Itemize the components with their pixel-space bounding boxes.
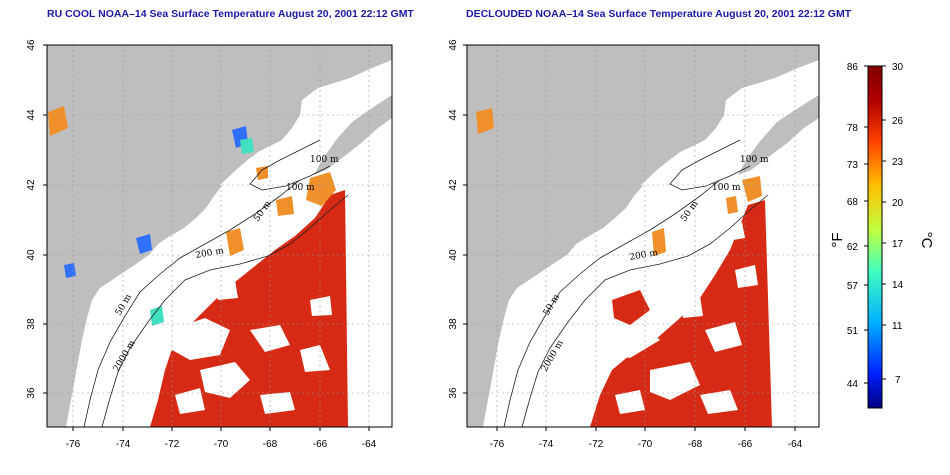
right-y-tick: 38 — [448, 318, 459, 330]
left-sst-warm — [150, 190, 348, 427]
colorbar-fahrenheit-labels: 86 78 73 68 62 57 51 44 — [847, 62, 859, 390]
left-x-tick: -72 — [165, 439, 180, 450]
left-x-tick: -76 — [66, 439, 81, 450]
colorbar-f-tick: 44 — [847, 379, 859, 390]
right-contour-label-100m-a: 100 m — [740, 155, 769, 165]
colorbar-c-tick: 7 — [895, 375, 901, 386]
left-x-tick: -70 — [214, 439, 229, 450]
right-x-tick: -74 — [539, 439, 554, 450]
colorbar-f-tick: 78 — [847, 123, 859, 134]
left-land — [47, 45, 392, 427]
left-x-tick: -64 — [362, 439, 377, 450]
left-contour-label-100m-b: 100 m — [286, 183, 315, 193]
right-contour-label-200m: 200 m — [629, 248, 659, 263]
left-y-tick: 44 — [26, 109, 37, 121]
colorbar-c-tick: 14 — [892, 280, 904, 291]
colorbar-f-tick: 86 — [847, 62, 859, 73]
right-gulf-water — [641, 100, 777, 196]
right-x-tick: -72 — [589, 439, 604, 450]
left-map-panel: 100 m 100 m 50 m 200 m 50 m 2000 m -76 -… — [26, 39, 393, 450]
colorbar-f-tick: 62 — [847, 242, 859, 253]
right-depth-contours — [503, 139, 769, 427]
right-tick-marks — [463, 44, 796, 431]
left-contour-label-200m: 200 m — [195, 246, 225, 261]
colorbar-c-tick: 23 — [892, 157, 904, 168]
left-contour-label-100m-a: 100 m — [310, 155, 339, 165]
colorbar-f-tick: 51 — [847, 326, 859, 337]
right-y-tick: 46 — [448, 39, 459, 51]
left-y-tick: 42 — [26, 179, 37, 191]
colorbar-f-tick: 57 — [847, 281, 859, 292]
right-y-tick: 42 — [448, 179, 459, 191]
left-sst-mid-patches — [48, 106, 336, 256]
right-sst-south-patch — [612, 290, 650, 325]
colorbar-gradient — [867, 65, 883, 409]
left-y-tick: 36 — [26, 387, 37, 399]
left-tick-marks — [43, 44, 370, 431]
right-y-tick: 40 — [448, 249, 459, 261]
right-sst-warm — [590, 200, 772, 427]
left-x-tick: -68 — [263, 439, 278, 450]
right-map-panel: 100 m 100 m 50 m 200 m 50 m 2000 m -76 -… — [448, 39, 820, 450]
colorbar-unit-fahrenheit: °F — [829, 232, 846, 247]
left-map-frame — [46, 44, 393, 428]
left-grid — [47, 45, 392, 427]
right-grid — [467, 45, 819, 427]
colorbar-ticks — [864, 65, 886, 384]
right-x-tick: -68 — [688, 439, 703, 450]
left-y-tick-labels: 46 44 42 40 38 36 — [26, 39, 37, 399]
right-x-tick: -76 — [490, 439, 505, 450]
right-y-tick: 44 — [448, 109, 459, 121]
right-panel-title: DECLOUDED NOAA–14 Sea Surface Temperatur… — [466, 8, 852, 20]
right-y-tick-labels: 46 44 42 40 38 36 — [448, 39, 459, 399]
right-x-tick: -70 — [638, 439, 653, 450]
colorbar-c-tick: 17 — [892, 239, 904, 250]
left-x-tick: -74 — [116, 439, 131, 450]
colorbar: 86 78 73 68 62 57 51 44 30 26 23 20 17 1… — [829, 62, 935, 409]
left-y-tick: 38 — [26, 318, 37, 330]
right-x-tick: -66 — [738, 439, 753, 450]
colorbar-f-tick: 68 — [847, 197, 859, 208]
colorbar-celsius-labels: 30 26 23 20 17 14 11 7 — [892, 62, 904, 386]
left-y-tick: 46 — [26, 39, 37, 51]
right-sst-mid-patches — [476, 108, 762, 256]
left-panel-title: RU COOL NOAA–14 Sea Surface Temperature … — [47, 8, 414, 20]
left-x-tick: -66 — [313, 439, 328, 450]
colorbar-c-tick: 30 — [892, 62, 904, 73]
left-x-tick-labels: -76 -74 -72 -70 -68 -66 -64 — [66, 439, 377, 450]
colorbar-c-tick: 20 — [892, 198, 904, 209]
colorbar-unit-celsius: °C — [918, 232, 935, 249]
left-gulf-water — [220, 100, 352, 196]
right-x-tick: -64 — [788, 439, 803, 450]
left-depth-contours — [83, 139, 349, 427]
left-y-tick: 40 — [26, 249, 37, 261]
left-sst-teal-patches — [150, 138, 254, 326]
right-y-tick: 36 — [448, 387, 459, 399]
colorbar-c-tick: 26 — [892, 116, 904, 127]
right-map-frame — [466, 44, 820, 428]
right-x-tick-labels: -76 -74 -72 -70 -68 -66 -64 — [490, 439, 803, 450]
right-land — [467, 45, 819, 427]
colorbar-c-tick: 11 — [892, 321, 903, 332]
colorbar-f-tick: 73 — [847, 160, 859, 171]
right-contour-label-100m-b: 100 m — [712, 183, 741, 193]
